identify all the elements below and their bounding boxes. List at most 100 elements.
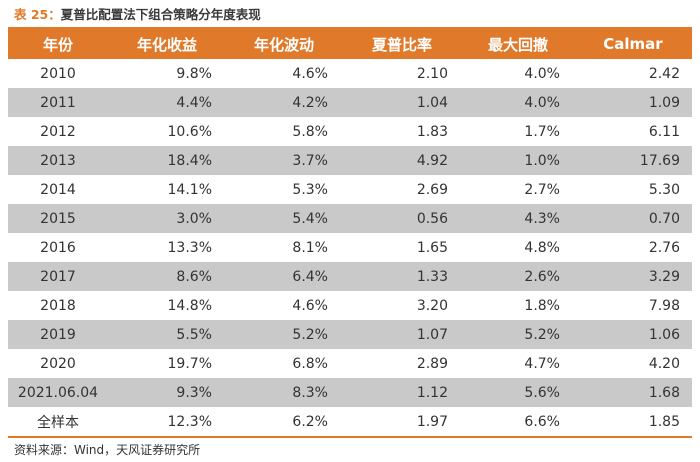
cell-annual-volatility: 6.2% [226, 407, 342, 438]
cell-annual-return: 12.3% [108, 407, 226, 438]
cell-calmar: 4.20 [648, 355, 680, 372]
cell-max-drawdown: 2.7% [524, 181, 560, 198]
cell-calmar: 3.29 [648, 268, 680, 285]
header-year: 年份 [8, 29, 108, 59]
cell-annual-return: 10.6% [167, 123, 212, 140]
cell-annual-volatility: 6.8% [292, 355, 328, 372]
cell-year: 2011 [40, 94, 76, 111]
cell-annual-volatility: 5.3% [292, 181, 328, 198]
cell-sharpe-ratio: 1.04 [416, 94, 448, 111]
table-row: 2010 9.8% 4.6% 2.10 4.0% 2.42 [8, 59, 692, 88]
cell-annual-return: 19.7% [167, 355, 212, 372]
table-row: 2011 4.4% 4.2% 1.04 4.0% 1.09 [8, 88, 692, 117]
cell-max-drawdown: 5.6% [524, 384, 560, 401]
source-note: 资料来源：Wind，天风证券研究所 [14, 443, 201, 457]
cell-calmar: 17.69 [639, 152, 680, 169]
table-row: 2021.06.04 9.3% 8.3% 1.12 5.6% 1.68 [8, 378, 692, 407]
cell-annual-return: 9.8% [176, 65, 212, 82]
cell-max-drawdown: 1.8% [524, 297, 560, 314]
cell-calmar: 0.70 [648, 210, 680, 227]
cell-annual-volatility: 4.6% [292, 65, 328, 82]
table-row: 2018 14.8% 4.6% 3.20 1.8% 7.98 [8, 291, 692, 320]
cell-calmar: 2.42 [648, 65, 680, 82]
cell-calmar: 2.76 [648, 239, 680, 256]
cell-annual-volatility: 5.4% [292, 210, 328, 227]
cell-year: 2015 [40, 210, 76, 227]
cell-max-drawdown: 5.2% [524, 326, 560, 343]
cell-max-drawdown: 2.6% [524, 268, 560, 285]
cell-annual-volatility: 8.1% [292, 239, 328, 256]
performance-table: 年份 年化收益 年化波动 夏普比率 最大回撤 Calmar 2010 9.8% 4.… [8, 29, 692, 438]
cell-calmar: 1.06 [648, 326, 680, 343]
table-row: 2014 14.1% 5.3% 2.69 2.7% 5.30 [8, 175, 692, 204]
cell-annual-volatility: 6.4% [292, 268, 328, 285]
cell-annual-volatility: 8.3% [292, 384, 328, 401]
cell-sharpe-ratio: 2.69 [416, 181, 448, 198]
cell-sharpe-ratio: 1.07 [416, 326, 448, 343]
cell-annual-return: 14.1% [167, 181, 212, 198]
table-row: 2015 3.0% 5.4% 0.56 4.3% 0.70 [8, 204, 692, 233]
cell-max-drawdown: 4.0% [524, 65, 560, 82]
cell-year: 2016 [40, 239, 76, 256]
cell-year: 2018 [40, 297, 76, 314]
cell-year: 全样本 [8, 407, 108, 438]
cell-sharpe-ratio: 3.20 [416, 297, 448, 314]
cell-year: 2021.06.04 [17, 384, 99, 401]
cell-year: 2013 [40, 152, 76, 169]
cell-sharpe-ratio: 1.65 [416, 239, 448, 256]
header-sharpe-ratio: 夏普比率 [342, 29, 462, 59]
cell-max-drawdown: 1.7% [524, 123, 560, 140]
cell-sharpe-ratio: 0.56 [416, 210, 448, 227]
cell-year: 2010 [40, 65, 76, 82]
table-row: 2020 19.7% 6.8% 2.89 4.7% 4.20 [8, 349, 692, 378]
cell-annual-volatility: 5.8% [292, 123, 328, 140]
cell-calmar: 7.98 [648, 297, 680, 314]
cell-annual-volatility: 3.7% [292, 152, 328, 169]
top-rule [8, 27, 692, 29]
cell-sharpe-ratio: 1.12 [416, 384, 448, 401]
cell-sharpe-ratio: 1.33 [416, 268, 448, 285]
cell-max-drawdown: 6.6% [462, 407, 574, 438]
cell-max-drawdown: 4.8% [524, 239, 560, 256]
header-annual-return: 年化收益 [108, 29, 226, 59]
cell-calmar: 1.85 [574, 407, 692, 438]
cell-sharpe-ratio: 4.92 [416, 152, 448, 169]
cell-annual-return: 18.4% [167, 152, 212, 169]
table-row: 2017 8.6% 6.4% 1.33 2.6% 3.29 [8, 262, 692, 291]
cell-max-drawdown: 1.0% [524, 152, 560, 169]
cell-calmar: 5.30 [648, 181, 680, 198]
cell-sharpe-ratio: 1.83 [416, 123, 448, 140]
table-body: 2010 9.8% 4.6% 2.10 4.0% 2.42 2011 4.4% 4.2% 1.04… [8, 59, 692, 438]
header-max-drawdown: 最大回撤 [462, 29, 574, 59]
cell-sharpe-ratio: 2.89 [416, 355, 448, 372]
cell-calmar: 6.11 [648, 123, 680, 140]
header-annual-volatility: 年化波动 [226, 29, 342, 59]
table-row: 2019 5.5% 5.2% 1.07 5.2% 1.06 [8, 320, 692, 349]
table-row: 2016 13.3% 8.1% 1.65 4.8% 2.76 [8, 233, 692, 262]
cell-year: 2020 [40, 355, 76, 372]
header-row: 年份 年化收益 年化波动 夏普比率 最大回撤 Calmar [8, 29, 692, 59]
cell-max-drawdown: 4.7% [524, 355, 560, 372]
cell-annual-return: 8.6% [176, 268, 212, 285]
cell-year: 2019 [40, 326, 76, 343]
table-row: 全样本 12.3% 6.2% 1.97 6.6% 1.85 [8, 407, 692, 438]
cell-calmar: 1.68 [648, 384, 680, 401]
caption-title: 夏普比配置法下组合策略分年度表现 [60, 7, 261, 22]
cell-annual-return: 14.8% [167, 297, 212, 314]
cell-annual-volatility: 4.6% [292, 297, 328, 314]
cell-year: 2017 [40, 268, 76, 285]
cell-annual-return: 3.0% [176, 210, 212, 227]
cell-sharpe-ratio: 1.97 [342, 407, 462, 438]
cell-max-drawdown: 4.3% [524, 210, 560, 227]
header-calmar: Calmar [574, 29, 692, 59]
table-row: 2013 18.4% 3.7% 4.92 1.0% 17.69 [8, 146, 692, 175]
cell-annual-return: 5.5% [176, 326, 212, 343]
cell-annual-return: 4.4% [176, 94, 212, 111]
cell-year: 2014 [40, 181, 76, 198]
cell-annual-return: 13.3% [167, 239, 212, 256]
cell-annual-volatility: 5.2% [292, 326, 328, 343]
cell-annual-volatility: 4.2% [292, 94, 328, 111]
cell-max-drawdown: 4.0% [524, 94, 560, 111]
cell-annual-return: 9.3% [176, 384, 212, 401]
caption-label: 表 25： [14, 7, 61, 22]
